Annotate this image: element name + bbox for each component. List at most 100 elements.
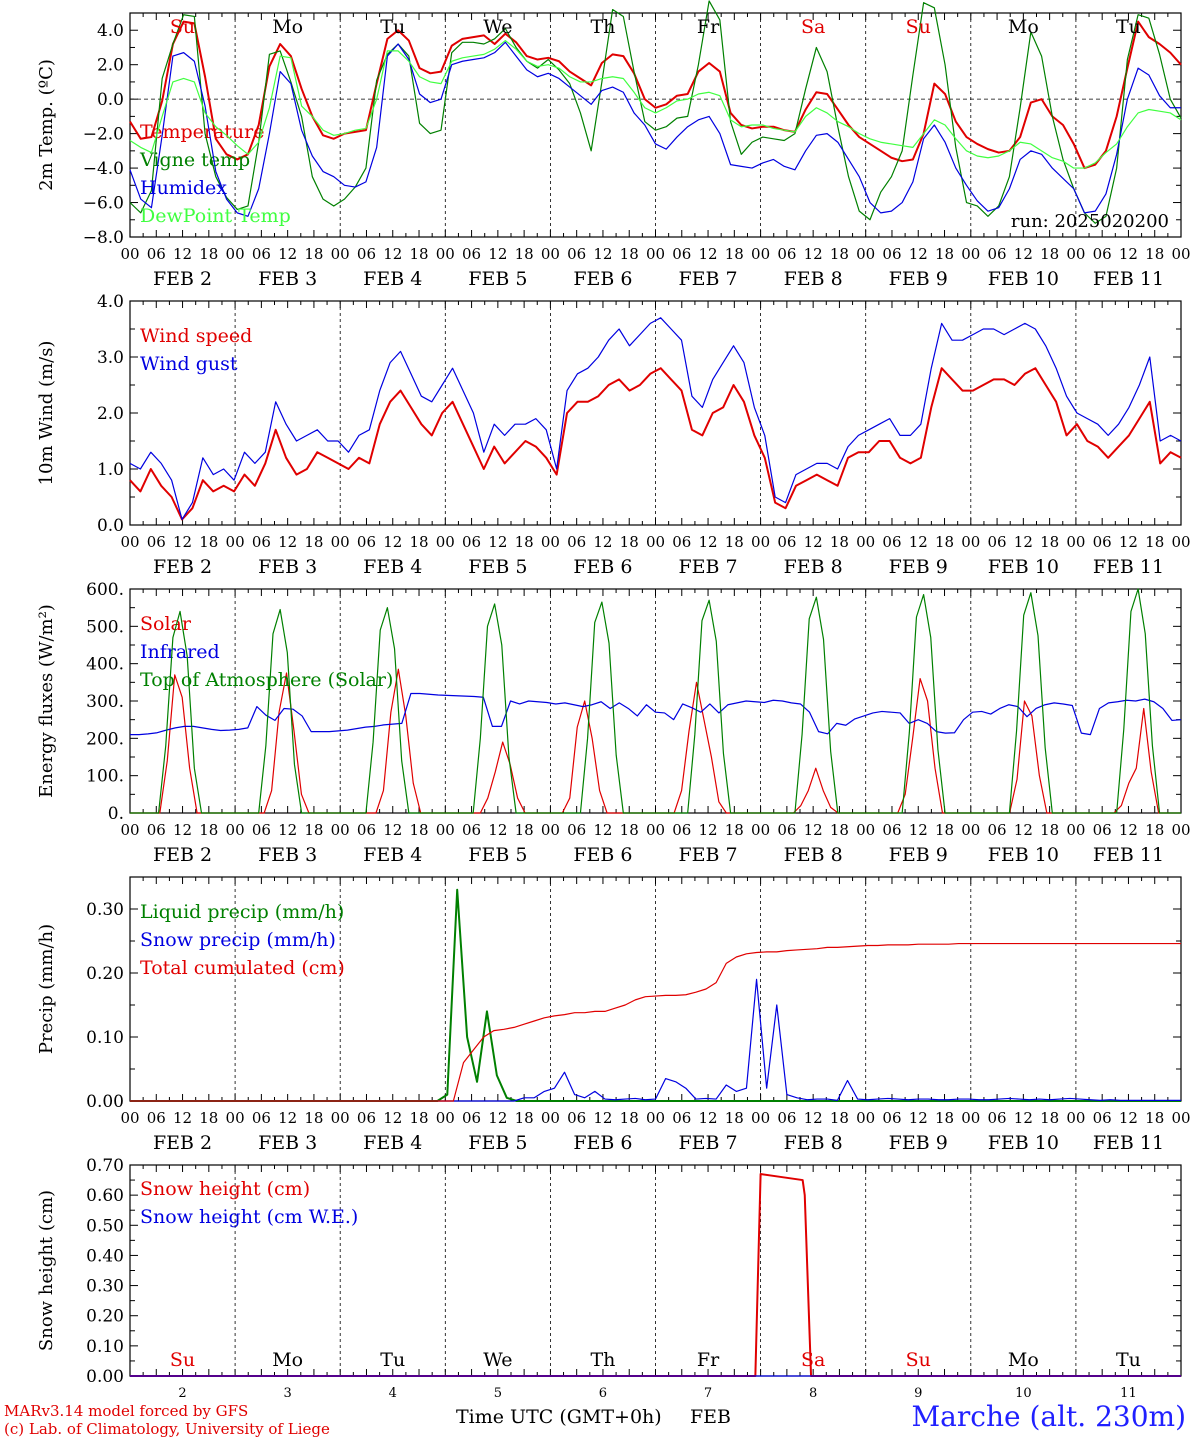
hour-tick-label: 06 — [567, 245, 586, 263]
panel-snow: 0.70 0.60 0.50 0.40 0.30 0.20 0.10 0.00 Snow hei… — [36, 1156, 1182, 1400]
hour-tick-label: 00 — [751, 1109, 770, 1127]
hour-tick-label: 06 — [882, 533, 901, 551]
hour-tick-label: 00 — [226, 821, 245, 839]
date-number-label: 5 — [494, 1386, 502, 1400]
hour-tick-label: 00 — [1171, 821, 1190, 839]
hour-tick-label: 12 — [909, 245, 928, 263]
series-line-temperature — [129, 39, 1182, 169]
legend-entry: Vigne temp — [139, 149, 250, 171]
hour-tick-label: 18 — [830, 245, 849, 263]
hour-tick-label: 18 — [515, 1109, 534, 1127]
date-label: FEB 11 — [1093, 556, 1164, 578]
date-label: FEB 4 — [363, 844, 422, 866]
hour-tick-label: 12 — [909, 821, 928, 839]
hour-tick-label: 12 — [488, 245, 507, 263]
legend-entry: Wind speed — [140, 325, 252, 347]
hour-tick-label: 00 — [646, 821, 665, 839]
hour-tick-label: 12 — [278, 245, 297, 263]
hour-tick-label: 18 — [830, 821, 849, 839]
day-label: Sa — [801, 1349, 825, 1371]
date-label: FEB 5 — [468, 556, 527, 578]
hour-tick-label: 06 — [988, 821, 1007, 839]
hour-tick-label: 00 — [856, 1109, 875, 1127]
hour-tick-label: 00 — [751, 245, 770, 263]
hour-tick-label: 18 — [409, 245, 428, 263]
date-number-label: 4 — [389, 1386, 397, 1400]
hour-tick-label: 06 — [462, 821, 481, 839]
date-label: FEB 9 — [889, 556, 948, 578]
hour-tick-label: 18 — [725, 821, 744, 839]
date-label: FEB 2 — [153, 1132, 212, 1154]
hour-tick-label: 12 — [593, 245, 612, 263]
legend-entry: DewPoint Temp — [140, 205, 291, 227]
hour-tick-label: 12 — [804, 1109, 823, 1127]
hour-tick-label: 00 — [961, 245, 980, 263]
date-number-label: 8 — [809, 1386, 817, 1400]
hour-tick-label: 06 — [672, 533, 691, 551]
hour-tick-label: 18 — [515, 821, 534, 839]
day-label: Mo — [272, 1349, 303, 1371]
hour-tick-label: 12 — [278, 533, 297, 551]
hour-tick-label: 12 — [593, 821, 612, 839]
hour-tick-label: 12 — [1119, 533, 1138, 551]
y-tick-label: 2.0 — [97, 404, 124, 424]
series-line-temperature — [129, 20, 1182, 170]
hour-tick-label: 06 — [252, 533, 271, 551]
hour-tick-label: 12 — [1014, 1109, 1033, 1127]
hour-tick-label: 06 — [1093, 821, 1112, 839]
hour-tick-label: 18 — [935, 245, 954, 263]
hour-tick-label: 12 — [1014, 245, 1033, 263]
hour-tick-label: 00 — [646, 1109, 665, 1127]
hour-tick-label: 06 — [567, 1109, 586, 1127]
date-label: FEB 7 — [678, 1132, 737, 1154]
hour-tick-label: 12 — [488, 1109, 507, 1127]
hour-tick-label: 06 — [252, 1109, 271, 1127]
series-line-temperature — [129, 41, 1181, 217]
hour-tick-label: 12 — [278, 1109, 297, 1127]
hour-tick-label: 00 — [331, 1109, 350, 1127]
day-label: Th — [590, 1349, 615, 1371]
date-label: FEB 8 — [784, 844, 843, 866]
meteogram: 4.0 2.0 0.0 −2.0 −4.0 −6.0 −8.0 2m Temp. (ºC) Te… — [36, 0, 1191, 1400]
y-tick-label: 0.10 — [86, 1337, 124, 1357]
date-label: FEB 2 — [153, 268, 212, 290]
date-label: FEB 9 — [889, 268, 948, 290]
date-label: FEB 3 — [258, 556, 317, 578]
hour-tick-label: 06 — [462, 1109, 481, 1127]
legend-entry: Liquid precip (mm/h) — [140, 901, 344, 923]
day-label: Mo — [1008, 16, 1039, 38]
day-label: Su — [170, 16, 195, 38]
hour-tick-label: 18 — [620, 821, 639, 839]
hour-tick-label: 00 — [226, 533, 245, 551]
hour-tick-label: 06 — [147, 245, 166, 263]
hour-tick-label: 12 — [173, 533, 192, 551]
day-label: Fr — [697, 16, 720, 38]
series-line-energy — [130, 692, 1182, 736]
hour-tick-label: 06 — [462, 245, 481, 263]
hour-tick-label: 12 — [699, 1109, 718, 1127]
hour-tick-label: 06 — [988, 245, 1007, 263]
hour-tick-label: 06 — [357, 245, 376, 263]
y-tick-label: 0.10 — [86, 1028, 124, 1048]
date-label: FEB 10 — [988, 268, 1059, 290]
day-label: Tu — [380, 16, 405, 38]
y-axis-label: 10m Wind (m/s) — [36, 341, 57, 486]
hour-tick-label: 18 — [304, 821, 323, 839]
hour-tick-label: 06 — [882, 821, 901, 839]
legend-entry: Snow height (cm W.E.) — [140, 1206, 358, 1228]
legend-entry: Top of Atmosphere (Solar) — [140, 669, 393, 691]
hour-tick-label: 06 — [777, 533, 796, 551]
hour-tick-label: 12 — [278, 821, 297, 839]
hour-tick-label: 06 — [357, 821, 376, 839]
day-label: Su — [170, 1349, 195, 1371]
hour-tick-label: 00 — [961, 821, 980, 839]
hour-tick-label: 00 — [856, 533, 875, 551]
legend-entry: Humidex — [140, 177, 227, 199]
series-line-snow — [130, 1173, 1181, 1377]
legend-entry: Infrared — [140, 641, 220, 663]
hour-tick-label: 18 — [409, 821, 428, 839]
date-label: FEB 3 — [258, 268, 317, 290]
hour-tick-label: 18 — [304, 245, 323, 263]
hour-tick-label: 00 — [541, 533, 560, 551]
date-label: FEB 8 — [784, 268, 843, 290]
